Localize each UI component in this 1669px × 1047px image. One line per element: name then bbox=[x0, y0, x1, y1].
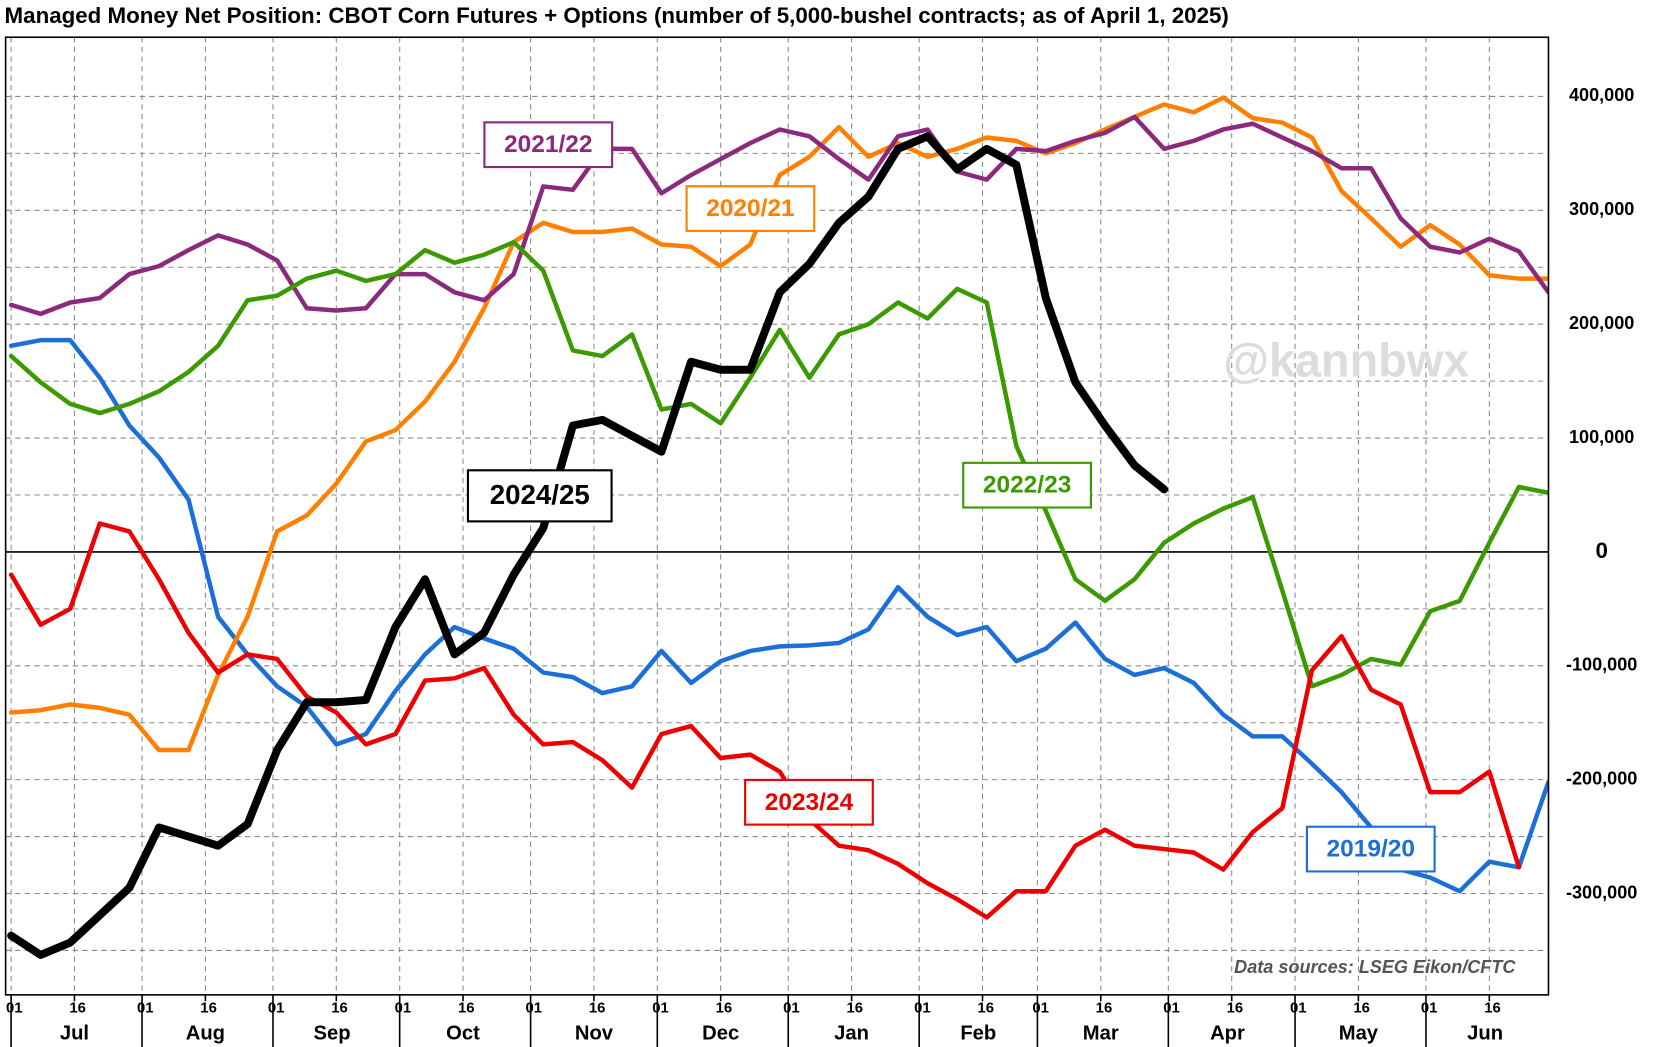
series-label: 2021/22 bbox=[504, 131, 592, 158]
x-tick-label: 01 bbox=[1032, 1001, 1049, 1017]
x-tick-label: 16 bbox=[1227, 1001, 1244, 1017]
x-tick-label: 16 bbox=[847, 1001, 864, 1017]
plot-frame bbox=[4, 36, 1550, 996]
x-tick-label: 16 bbox=[1096, 1001, 1113, 1017]
x-tick-label: 16 bbox=[716, 1001, 733, 1017]
series-label: 2022/23 bbox=[983, 472, 1071, 499]
x-tick-label: 01 bbox=[783, 1001, 800, 1017]
x-tick-label: 01 bbox=[268, 1001, 285, 1017]
series-label-box bbox=[744, 778, 874, 826]
month-label: Jul bbox=[60, 1023, 89, 1045]
x-tick-label: 01 bbox=[137, 1001, 154, 1017]
series-label: 2023/24 bbox=[765, 789, 854, 816]
x-tick-label: 16 bbox=[331, 1001, 348, 1017]
series-line bbox=[8, 521, 1522, 920]
x-tick-label: 16 bbox=[458, 1001, 475, 1017]
watermark: @kannbwx bbox=[1223, 334, 1469, 386]
y-tick-label: -200,000 bbox=[1566, 768, 1637, 788]
month-label: Feb bbox=[960, 1023, 996, 1045]
x-tick-label: 01 bbox=[1421, 1001, 1438, 1017]
y-tick-label: 100,000 bbox=[1569, 427, 1634, 447]
x-tick-label: 16 bbox=[1484, 1001, 1501, 1017]
series-label-box bbox=[483, 121, 614, 169]
series-line bbox=[8, 239, 1549, 689]
month-label: Oct bbox=[446, 1023, 480, 1045]
y-tick-label: 200,000 bbox=[1569, 313, 1634, 333]
series-line bbox=[7, 132, 1169, 959]
y-tick-label: 400,000 bbox=[1569, 85, 1634, 105]
data-source: Data sources: LSEG Eikon/CFTC bbox=[1234, 957, 1516, 977]
x-tick-label: 16 bbox=[69, 1001, 86, 1017]
x-tick-label: 01 bbox=[652, 1001, 669, 1017]
y-tick-label: 300,000 bbox=[1569, 199, 1634, 219]
month-label: Aug bbox=[186, 1023, 225, 1045]
series-labels: 2019/20 2020/21 2021/22 2022/23 2023/24 2024/… bbox=[466, 121, 1436, 873]
series-line bbox=[8, 95, 1549, 753]
month-label: Nov bbox=[575, 1023, 614, 1045]
grid bbox=[5, 37, 1549, 995]
month-label: Dec bbox=[702, 1023, 739, 1045]
month-label: Sep bbox=[314, 1023, 351, 1045]
x-tick-label: 01 bbox=[1290, 1001, 1307, 1017]
series-label: 2024/25 bbox=[490, 479, 590, 510]
axes: -300,000 -200,000 -100,000 0 100,000 200,000 3… bbox=[6, 85, 1637, 1047]
series-line bbox=[8, 114, 1549, 317]
series-label-box bbox=[1305, 825, 1436, 873]
y-tick-label: 0 bbox=[1595, 538, 1607, 563]
month-label: Mar bbox=[1083, 1023, 1119, 1045]
series-label: 2019/20 bbox=[1327, 836, 1415, 863]
series-label-box bbox=[685, 185, 816, 232]
x-tick-label: 01 bbox=[526, 1001, 543, 1017]
chart-title: Managed Money Net Position: CBOT Corn Fu… bbox=[5, 3, 1229, 28]
series-label-box bbox=[962, 461, 1092, 509]
series-label: 2020/21 bbox=[706, 195, 794, 222]
x-tick-label: 16 bbox=[1353, 1001, 1370, 1017]
month-label: May bbox=[1339, 1023, 1379, 1045]
month-label: Jun bbox=[1467, 1023, 1503, 1045]
x-tick-label: 01 bbox=[395, 1001, 412, 1017]
series-line bbox=[8, 337, 1549, 894]
x-tick-label: 16 bbox=[200, 1001, 217, 1017]
month-label: Apr bbox=[1210, 1023, 1245, 1045]
y-tick-label: -100,000 bbox=[1566, 655, 1637, 675]
x-tick-label: 01 bbox=[6, 1001, 23, 1017]
x-tick-label: 01 bbox=[914, 1001, 931, 1017]
x-tick-label: 01 bbox=[1163, 1001, 1180, 1017]
month-label: Jan bbox=[834, 1023, 869, 1045]
plot-lines bbox=[7, 95, 1549, 959]
x-tick-label: 16 bbox=[589, 1001, 606, 1017]
x-tick-label: 16 bbox=[977, 1001, 994, 1017]
series-label-box bbox=[466, 469, 613, 523]
y-tick-label: -300,000 bbox=[1566, 882, 1637, 902]
